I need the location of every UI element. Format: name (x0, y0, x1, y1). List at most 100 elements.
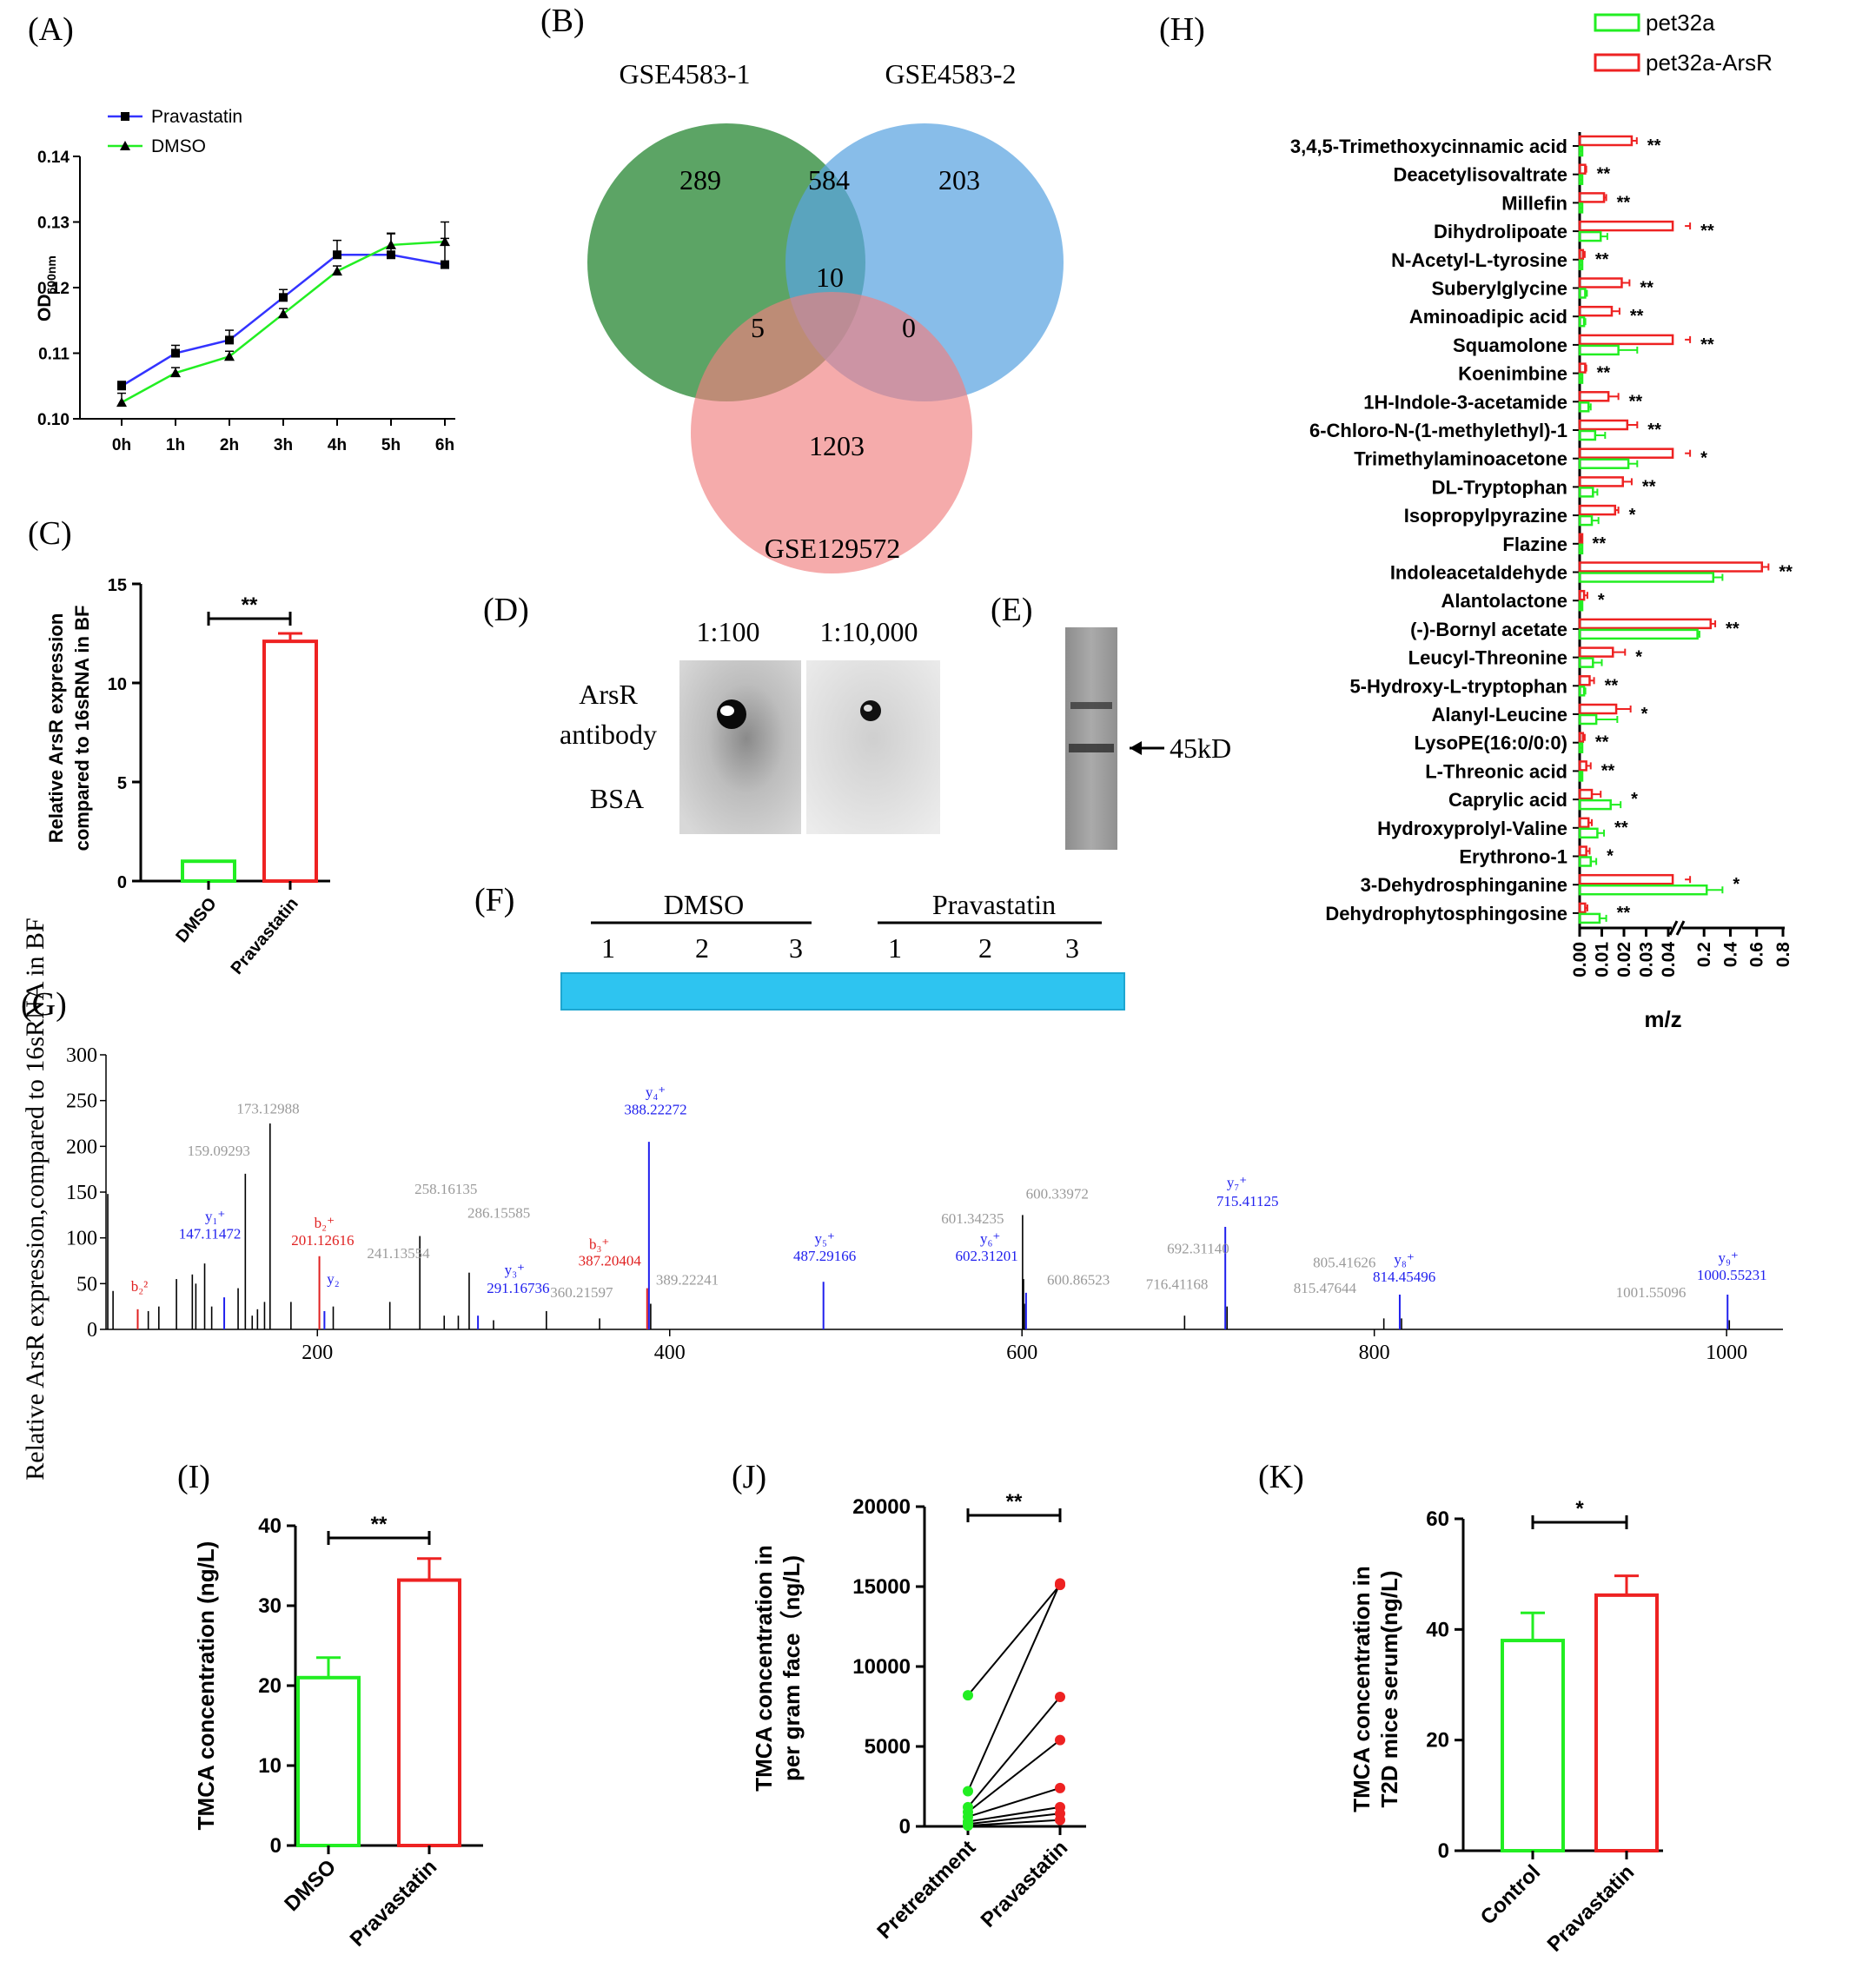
panel-h-row-label: L-Threonic acid (1425, 760, 1567, 782)
panelK-significance-mark: * (1575, 1497, 1584, 1521)
panelC-bar-pravastatin (262, 639, 318, 883)
panel-h-bar-pet32a (1578, 514, 1594, 527)
panelI-y-tick-label: 10 (258, 1754, 282, 1778)
panel-h-row-label: 1H-Indole-3-acetamide (1363, 391, 1567, 413)
panel-g-peak-label: 602.31201 (956, 1248, 1018, 1264)
panel-h-row-label: DL-Tryptophan (1432, 476, 1567, 498)
panel-h-bar-pet32a (1578, 315, 1586, 328)
panel-h-bar-pet32a (1578, 912, 1601, 924)
panel-g-x-tick-label: 200 (302, 1342, 333, 1364)
panel-h-bar-pet32a (1578, 572, 1715, 583)
panel-h-row-label: Dehydrophytosphingosine (1325, 903, 1567, 924)
blot-row-label-bsa: BSA (590, 783, 644, 814)
dilution-label-1: 1:100 (697, 616, 760, 647)
panel-g-peak-label: 201.12616 (291, 1232, 354, 1249)
panel-h-significance-mark: ** (1595, 250, 1609, 269)
gel-band-45kd (1069, 744, 1114, 752)
panel-h-significance-mark: ** (1617, 904, 1631, 923)
panel-h-row-label: LysoPE(16:0/0:0) (1415, 732, 1567, 754)
panel-h-bar-pet32a-arsr (1578, 732, 1585, 743)
panel-j-point-pravastatin (1055, 1782, 1065, 1793)
panel-g-peak-label: 286.15585 (467, 1204, 530, 1221)
panel-h-x-tick-label: 0.02 (1614, 942, 1634, 977)
panel-g-peak-label: 241.13554 (367, 1245, 430, 1262)
panel-a-marker-triangle (440, 236, 450, 247)
panel-h-bar-pet32a-arsr (1578, 476, 1624, 487)
panel-g-peak-label: b₂² (131, 1278, 149, 1295)
panel-g-peak-label: 387.20404 (579, 1252, 642, 1269)
panel-h-x-axis-label: m/z (1644, 1006, 1681, 1032)
panelK-y-tick-label: 0 (1438, 1839, 1449, 1863)
panelC-x-tick-label: DMSO (172, 894, 220, 946)
panel-h-significance-mark: ** (1700, 222, 1714, 241)
panel-g-spectrum: Relative ArsR expression,compared to 16s… (21, 918, 1783, 1481)
panel-h-bar-pet32a-arsr (1578, 163, 1587, 175)
panel-a-series-line-dmso (121, 240, 446, 404)
panel-h-row-label: Suberylglycine (1431, 278, 1567, 300)
panel-h-row-label: (-)-Bornyl acetate (1410, 619, 1567, 640)
panel-g-y-axis-label: Relative ArsR expression,compared to 16s… (21, 918, 50, 1480)
panel-g-peak-label: y₈⁺ (1394, 1251, 1414, 1268)
blot-row-label-arsr: ArsR (579, 679, 638, 710)
panel-j-point-pravastatin (1055, 1734, 1065, 1746)
panel-label-c: (C) (28, 515, 72, 552)
panel-g-x-tick-label: 400 (654, 1342, 686, 1364)
panel-j-point-pravastatin (1055, 1578, 1065, 1589)
panel-a-y-axis-label: OD600nm (35, 255, 58, 321)
panelC-y-axis-label: compared to 16sRNA in BF (71, 606, 93, 852)
panel-a-marker-square (225, 335, 234, 345)
panel-h-significance-mark: ** (1597, 165, 1611, 184)
panel-g-peak-label: b₃⁺ (589, 1236, 609, 1252)
panel-j-significance-mark: ** (1006, 1490, 1023, 1514)
panelK-bar-control (1501, 1639, 1565, 1852)
panel-a-y-tick-label: 0.14 (37, 149, 70, 167)
panel-e-western-blot: 45kD (1065, 627, 1231, 850)
panel-h-significance-mark: ** (1605, 676, 1619, 695)
panel-h-bar-pet32a (1578, 429, 1597, 441)
gel-lane-label: 3 (1065, 932, 1079, 964)
blot-row-label-antibody: antibody (560, 719, 657, 750)
marker-label: 45kD (1170, 732, 1231, 764)
panel-h-bar-pet32a-arsr (1578, 760, 1587, 772)
panel-h-significance-mark: * (1631, 790, 1638, 809)
panel-h-bar-pet32a (1578, 344, 1620, 356)
panelK-y-tick-label: 60 (1426, 1508, 1449, 1531)
panel-g-x-tick-label: 1000 (1706, 1342, 1747, 1364)
marker-arrow-icon (1130, 741, 1142, 755)
blot-membrane-1-100 (679, 660, 801, 834)
panel-h-bar-pet32a-arsr (1578, 902, 1587, 914)
panel-h-x-tick-label: 0.03 (1637, 942, 1657, 977)
panel-g-peak-label: 159.09293 (188, 1143, 250, 1159)
panel-g-peak-label: 715.41125 (1216, 1193, 1279, 1209)
venn-count-only2: 203 (938, 164, 980, 195)
panel-h-significance-mark: ** (1647, 421, 1661, 440)
panel-j-pair-line (967, 1739, 1061, 1813)
panel-a-marker-triangle (278, 308, 288, 319)
venn-set-label-1: GSE4583-1 (619, 58, 750, 89)
panelI-y-tick-label: 30 (258, 1594, 282, 1618)
gel-lane-label: 3 (789, 932, 803, 964)
panel-h-bar-pet32a-arsr (1578, 277, 1623, 288)
panel-h-significance-mark: * (1733, 875, 1740, 894)
panel-h-bar-pet32a-arsr (1578, 646, 1614, 658)
panel-label-b: (B) (540, 3, 585, 39)
panel-a-x-tick-label: 6h (435, 436, 454, 454)
panel-h-row-label: Leucyl-Threonine (1408, 647, 1567, 669)
panel-h-significance-mark: ** (1700, 335, 1714, 355)
panel-a-marker-triangle (332, 266, 342, 276)
panel-g-peak-label: 1000.55231 (1697, 1267, 1767, 1283)
gel-lane (1065, 627, 1117, 850)
panel-h-horizontal-bar-chart: m/z pet32a pet32a-ArsR 0.00 0.01 0.02 0.03 0.0… (1290, 10, 1793, 1032)
panel-g-y-tick-label: 150 (66, 1182, 97, 1204)
panel-j-pair-line (967, 1806, 1061, 1823)
panel-label-k: (K) (1258, 1459, 1304, 1495)
panel-h-axis-break-icon (1675, 920, 1686, 936)
panel-h-significance-mark: ** (1617, 193, 1631, 212)
panel-h-significance-mark: ** (1642, 477, 1656, 496)
gel-band-upper (1070, 702, 1112, 709)
venn-count-s12: 584 (808, 164, 850, 195)
panel-j-y-axis-label: TMCA concentration in (751, 1545, 777, 1792)
panel-a-marker-square (171, 348, 180, 358)
panel-h-significance-mark: ** (1593, 534, 1607, 553)
